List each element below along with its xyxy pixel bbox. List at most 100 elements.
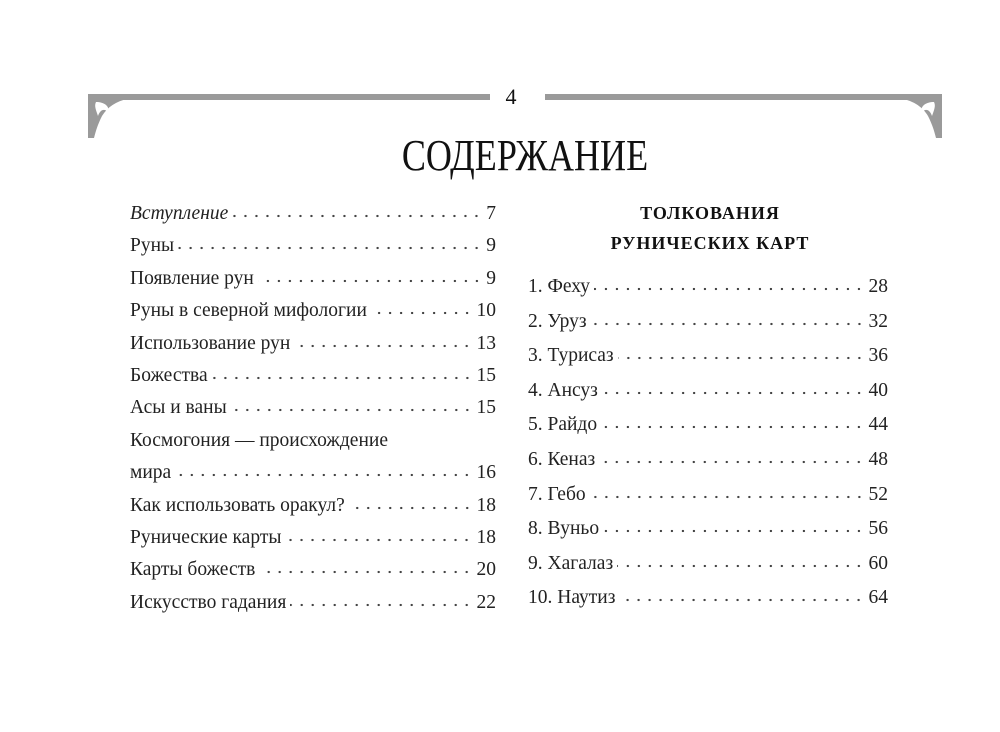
toc-entry[interactable]: Космогония — происхождение	[130, 425, 496, 457]
toc-entry-title: 2. Уруз	[528, 310, 587, 332]
toc-entry-page: 13	[476, 332, 497, 354]
section-heading-line: ТОЛКОВАНИЯ	[640, 203, 780, 223]
toc-entry[interactable]: 10. Наутиз 64	[528, 581, 888, 616]
toc-entry-title: 1. Феху	[528, 276, 591, 297]
toc-entry-page: 36	[868, 345, 889, 367]
toc-entry[interactable]: Руны в северной мифологии 10	[130, 295, 496, 327]
dot-leader	[590, 321, 865, 326]
toc-entry-title: Божества	[130, 364, 208, 386]
toc-entry-page: 15	[476, 397, 497, 419]
toc-entry[interactable]: 4. Ансуз 40	[528, 374, 888, 409]
dot-leader	[617, 563, 865, 568]
toc-entry-title: 9. Хагалаз	[528, 552, 614, 574]
toc-entry-title: 7. Гебо	[528, 483, 586, 505]
toc-entry-page: 15	[476, 364, 497, 386]
toc-entry[interactable]: Искусство гадания 22	[130, 587, 496, 619]
toc-entry[interactable]: 3. Турисаз 36	[528, 339, 888, 374]
corner-ornament-right-icon	[898, 94, 942, 138]
toc-entry-page: 32	[868, 310, 889, 332]
dot-leader	[601, 425, 865, 430]
toc-entry[interactable]: мира 16	[130, 457, 496, 489]
dot-leader	[178, 246, 483, 251]
section-heading: ТОЛКОВАНИЯ РУНИЧЕСКИХ КАРТ	[560, 198, 860, 258]
toc-entry-title: Рунические карты	[130, 526, 282, 548]
dot-leader	[175, 473, 473, 478]
toc-entry-title: Как использовать оракул?	[130, 494, 345, 516]
toc-entry-title: Руны	[130, 235, 175, 257]
toc-entry[interactable]: 7. Гебо 52	[528, 478, 888, 513]
toc-entry-page: 10	[476, 300, 497, 322]
toc-entry[interactable]: Появление рун 9	[130, 263, 496, 295]
dot-leader	[294, 343, 473, 348]
toc-entry-title: Вступление	[130, 203, 229, 224]
dot-leader	[601, 390, 865, 395]
toc-entry[interactable]: Использование рун 13	[130, 328, 496, 360]
toc-entry-title: 6. Кеназ	[528, 448, 596, 470]
dot-leader	[603, 529, 865, 534]
dot-leader	[599, 459, 865, 464]
toc-entry-page: 48	[868, 448, 889, 470]
toc-entry[interactable]: 5. Райдо 44	[528, 408, 888, 443]
toc-entry-page: 9	[486, 235, 496, 257]
toc-entry[interactable]: Как использовать оракул? 18	[130, 490, 496, 522]
dot-leader	[257, 278, 483, 283]
toc-entry[interactable]: 1. Феху 28	[528, 270, 888, 305]
toc-entry-title: 4. Ансуз	[528, 379, 598, 401]
dot-leader	[290, 602, 473, 607]
toc-entry[interactable]: Руны 9	[130, 230, 496, 262]
toc-entry-page: 9	[486, 267, 496, 289]
dot-leader	[370, 311, 473, 316]
toc-entry[interactable]: Божества 15	[130, 360, 496, 392]
toc-entry-title: 5. Райдо	[528, 414, 598, 436]
toc-entry[interactable]: 2. Уруз 32	[528, 305, 888, 340]
toc-entry-title: Карты божеств	[130, 559, 256, 581]
toc-entry-page: 44	[868, 414, 889, 436]
toc-entry-page: 64	[868, 587, 889, 609]
toc-entry-page: 52	[868, 483, 889, 505]
toc-entry-page: 18	[476, 494, 497, 516]
dot-leader	[348, 505, 473, 510]
dot-leader	[589, 494, 865, 499]
toc-entry-title: 8. Вуньо	[528, 518, 600, 540]
dot-leader	[230, 408, 473, 413]
toc-entry-page: 60	[868, 552, 889, 574]
toc-entry-title: Появление рун	[130, 267, 254, 289]
section-heading-line: РУНИЧЕСКИХ КАРТ	[610, 233, 810, 253]
dot-leader	[285, 537, 473, 542]
page-number: 4	[505, 84, 517, 109]
toc-right-column: 1. Феху 28 2. Уруз 32 3. Турисаз 36 4. Ансуз 40…	[528, 270, 888, 616]
page-title: СОДЕРЖАНИЕ	[401, 131, 649, 180]
toc-entry-title: 3. Турисаз	[528, 345, 614, 367]
toc-left-column: Вступление 7 Руны 9 Появление рун 9 Руны в сев…	[130, 198, 496, 619]
toc-entry-title: Искусство гадания	[130, 591, 287, 613]
dot-leader	[594, 287, 865, 291]
toc-entry[interactable]: 6. Кеназ 48	[528, 443, 888, 478]
toc-entry-page: 56	[868, 518, 889, 540]
toc-entry-page: 22	[476, 591, 497, 613]
header-rule-right	[545, 94, 940, 100]
dot-leader	[617, 356, 865, 361]
header-rule-left	[88, 94, 490, 100]
toc-entry-page: 16	[476, 462, 497, 484]
dot-leader	[259, 570, 473, 575]
toc-entry-page: 18	[476, 526, 497, 548]
toc-entry-page: 20	[476, 559, 497, 581]
dot-leader	[232, 214, 483, 218]
toc-entry-page: 40	[868, 379, 889, 401]
toc-entry-title: 10. Наутиз	[528, 587, 616, 609]
toc-entry[interactable]: Рунические карты 18	[130, 522, 496, 554]
toc-entry[interactable]: 9. Хагалаз 60	[528, 547, 888, 582]
toc-entry[interactable]: Карты божеств 20	[130, 554, 496, 586]
toc-entry-page: 7	[486, 203, 496, 224]
dot-leader	[211, 375, 473, 380]
corner-ornament-left-icon	[88, 94, 132, 138]
toc-entry-title: Использование рун	[130, 332, 291, 354]
dot-leader	[619, 598, 865, 603]
toc-entry[interactable]: 8. Вуньо 56	[528, 512, 888, 547]
toc-entry[interactable]: Асы и ваны 15	[130, 392, 496, 424]
toc-entry-title: Асы и ваны	[130, 397, 227, 419]
toc-entry-title: мира	[130, 462, 172, 484]
toc-entry-title: Космогония — происхождение	[130, 429, 388, 451]
toc-entry[interactable]: Вступление 7	[130, 198, 496, 230]
toc-entry-title: Руны в северной мифологии	[130, 300, 367, 322]
